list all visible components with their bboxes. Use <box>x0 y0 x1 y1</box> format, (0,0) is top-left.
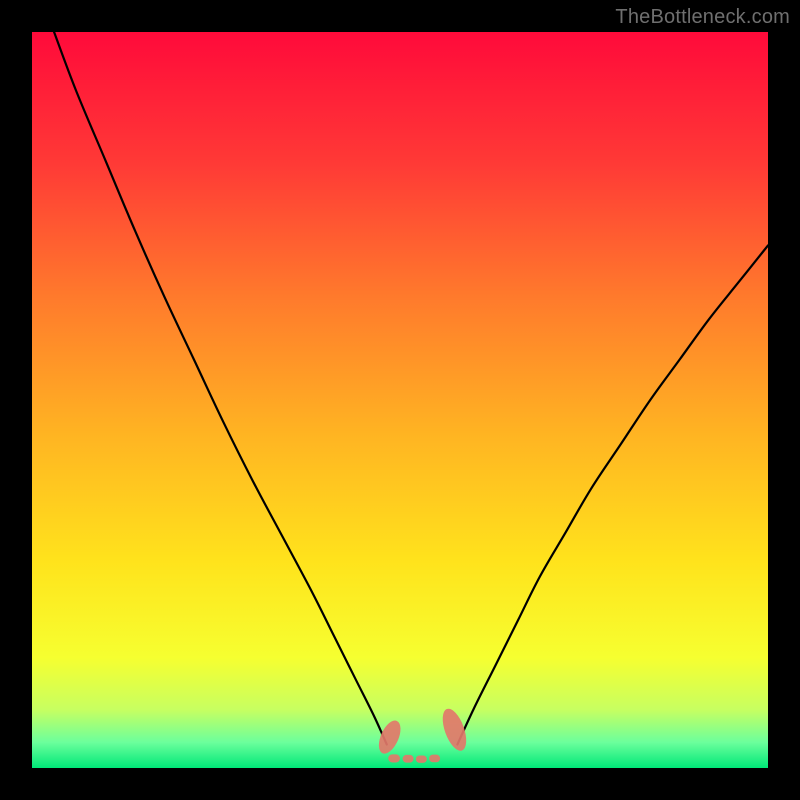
gradient-background <box>32 32 768 768</box>
bottleneck-curve-chart <box>32 32 768 768</box>
plot-area <box>32 32 768 768</box>
watermark-text: TheBottleneck.com <box>615 6 790 29</box>
chart-container: TheBottleneck.com <box>0 0 800 800</box>
